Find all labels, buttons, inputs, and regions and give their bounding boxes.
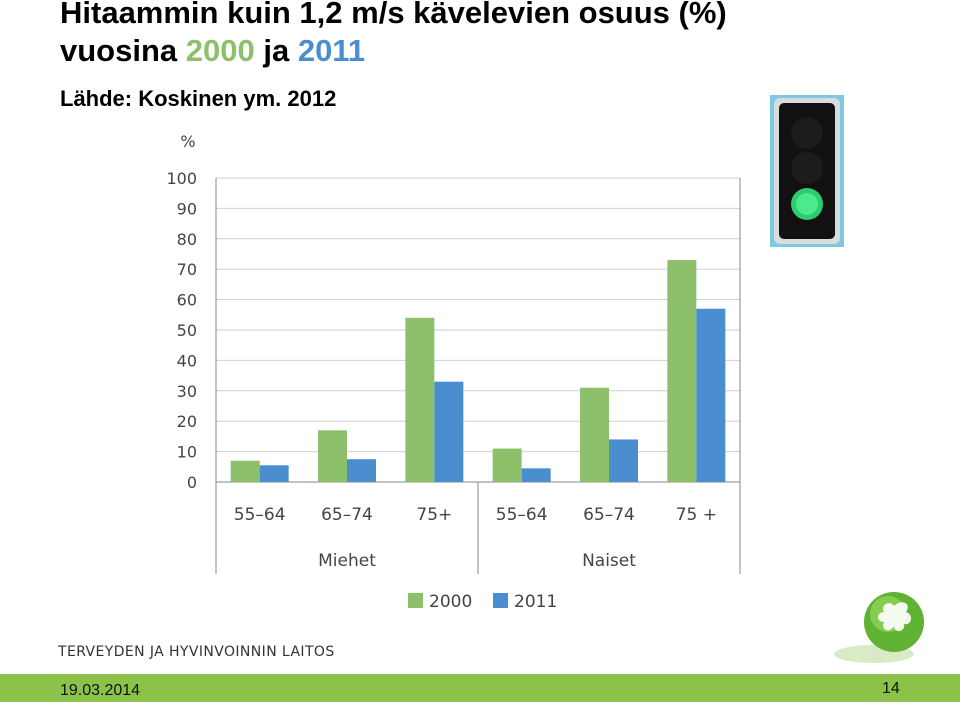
y-tick-label: 70 (177, 260, 197, 279)
legend-label: 2000 (429, 592, 472, 612)
bar-chart: 0 10 20 30 40 50 60 70 80 90 100% 55–64 65–74 75+ 55–6… (166, 132, 741, 612)
title-line-1: Hitaammin kuin 1,2 m/s kävelevien osuus … (60, 0, 727, 30)
footer-date: 19.03.2014 (60, 682, 141, 699)
x-tick-label: 65–74 (583, 505, 635, 525)
bar-2011 (347, 459, 376, 482)
title-year-2000: 2000 (185, 33, 255, 68)
y-tick-label: 40 (177, 351, 197, 370)
bar-2000 (230, 460, 260, 482)
group-label: Naiset (582, 551, 636, 571)
y-tick-label: 10 (177, 443, 197, 462)
title-mid: ja (254, 33, 298, 68)
y-tick-label: 80 (177, 230, 197, 249)
footer-bar (0, 674, 960, 702)
organization-name: TERVEYDEN JA HYVINVOINNIN LAITOS (58, 644, 335, 660)
y-tick-label: 0 (187, 473, 197, 492)
bar-2000 (405, 317, 435, 482)
traffic-light-image (770, 95, 844, 247)
title-line-2: vuosina 2000 ja 2011 (60, 32, 727, 70)
legend-label: 2011 (514, 592, 557, 612)
bar-2011 (696, 308, 726, 482)
bar-2000 (318, 430, 347, 482)
page-number: 14 (882, 680, 900, 697)
x-tick-label: 65–74 (321, 505, 373, 525)
bar-2011 (609, 439, 638, 482)
legend-swatch-2011 (493, 593, 508, 608)
y-tick-label: 20 (177, 412, 197, 431)
x-tick-label: 75 + (676, 505, 717, 525)
bar-2011 (521, 468, 551, 482)
x-tick-label: 55–64 (496, 505, 548, 525)
bar-2000 (580, 387, 609, 482)
y-axis-label: % (180, 132, 195, 151)
group-label: Miehet (318, 551, 376, 571)
y-tick-label: 30 (177, 382, 197, 401)
y-tick-label: 50 (177, 321, 197, 340)
bar-2000 (667, 260, 697, 482)
bar-2011 (434, 381, 464, 482)
source-note: Lähde: Koskinen ym. 2012 (60, 86, 337, 111)
y-tick-label: 60 (177, 291, 197, 310)
thl-logo-icon (834, 592, 924, 663)
title-year-2011: 2011 (297, 33, 366, 68)
bar-2000 (492, 448, 522, 482)
y-tick-label: 90 (177, 199, 197, 218)
bar-2011 (259, 465, 289, 482)
title-prefix: vuosina (60, 33, 186, 68)
x-tick-label: 75+ (416, 505, 452, 525)
legend-swatch-2000 (408, 593, 423, 608)
x-tick-label: 55–64 (234, 505, 286, 525)
slide-title: Hitaammin kuin 1,2 m/s kävelevien osuus … (60, 0, 727, 70)
y-tick-label: 100 (166, 169, 197, 188)
